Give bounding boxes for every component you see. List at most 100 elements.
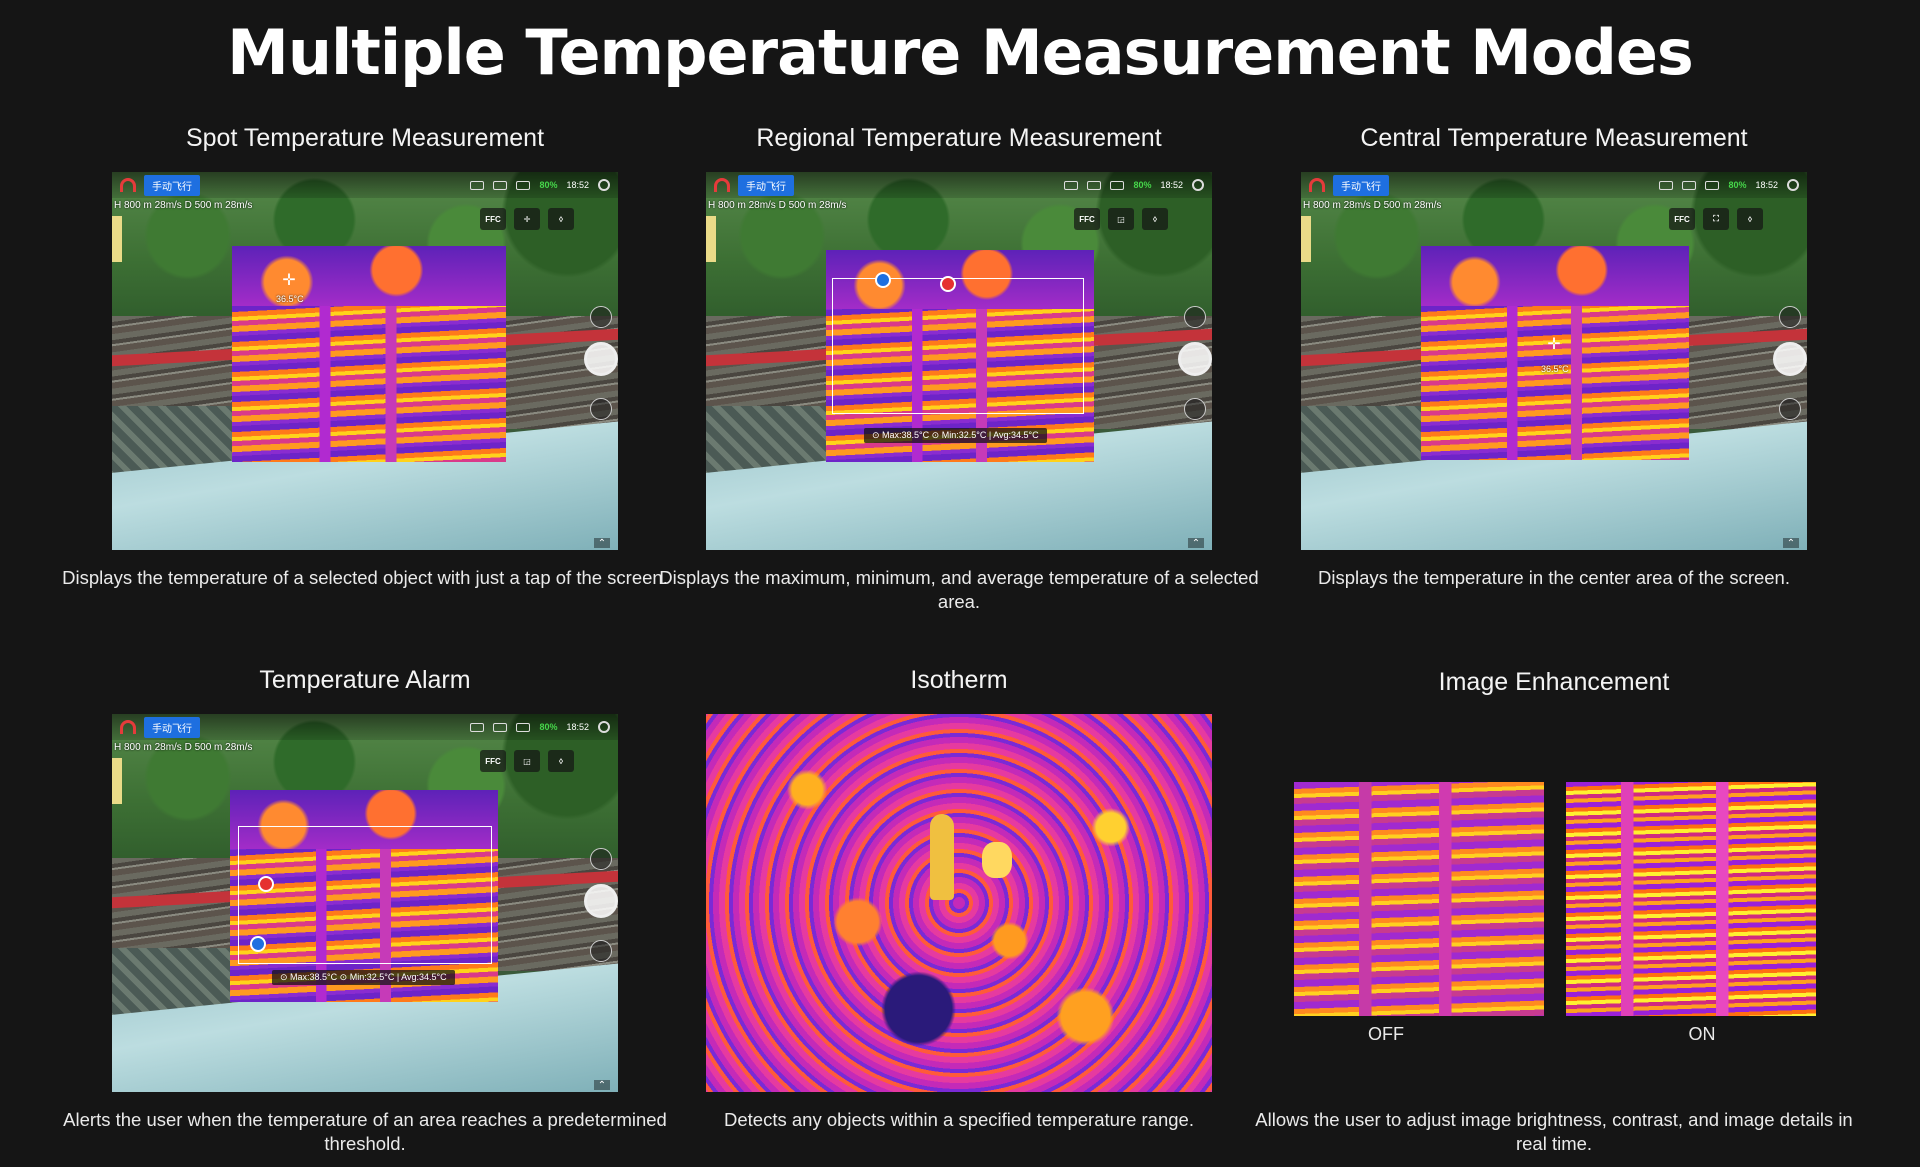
camera-switch-button[interactable] xyxy=(590,398,612,420)
signal-icon xyxy=(516,722,531,732)
shutter-icon[interactable] xyxy=(1773,342,1807,376)
chevron-up-icon[interactable]: ⌃ xyxy=(594,1080,610,1091)
crosshair-icon[interactable]: ✛ xyxy=(282,272,296,289)
logo-icon xyxy=(120,178,136,192)
card-description: Displays the temperature of a selected o… xyxy=(62,567,668,588)
hud-top-bar: 手动飞行 80% 18:52 xyxy=(112,714,618,740)
alarm-icon xyxy=(258,876,274,892)
hud-tools: FFC ◲ ◊ xyxy=(480,750,574,772)
alarm-region-rectangle[interactable] xyxy=(238,826,492,964)
card-description: Allows the user to adjust image brightne… xyxy=(1255,1109,1853,1154)
thermal-overlay xyxy=(230,790,498,1002)
shutter-icon[interactable] xyxy=(1178,342,1212,376)
min-temp-marker xyxy=(875,272,891,288)
side-tab[interactable] xyxy=(112,216,122,262)
clock: 18:52 xyxy=(566,180,589,190)
palette-button[interactable]: ◊ xyxy=(548,208,574,230)
hud-top-bar: 手动飞行 80% 18:52 xyxy=(112,172,618,198)
signal-icon xyxy=(1682,180,1697,190)
clock: 18:52 xyxy=(1755,180,1778,190)
gear-icon[interactable] xyxy=(598,721,610,733)
card-description: Displays the temperature in the center a… xyxy=(1317,567,1790,588)
card-description: Alerts the user when the temperature of … xyxy=(63,1109,667,1154)
enhancement-on-image xyxy=(1566,782,1816,1016)
ffc-button[interactable]: FFC xyxy=(480,208,506,230)
ffc-button[interactable]: FFC xyxy=(1669,208,1695,230)
chevron-up-icon[interactable]: ⌃ xyxy=(1783,538,1799,549)
hud-top-bar: 手动飞行 80% 18:52 xyxy=(1301,172,1807,198)
card-title: Image Enhancement xyxy=(1438,668,1670,696)
signal-icon xyxy=(493,180,508,190)
gear-icon[interactable] xyxy=(1787,179,1799,191)
gallery-button[interactable] xyxy=(590,306,612,328)
shutter-icon[interactable] xyxy=(584,342,618,376)
thermal-overlay xyxy=(232,246,506,462)
clock: 18:52 xyxy=(566,722,589,732)
ffc-button[interactable]: FFC xyxy=(480,750,506,772)
screenshot-frame: ⊙ Max:38.5°C ⊙ Min:32.5°C | Avg:34.5°C 手… xyxy=(112,714,618,1092)
side-tab[interactable] xyxy=(706,216,716,262)
on-label: ON xyxy=(1688,1024,1716,1044)
temperature-stats: ⊙ Max:38.5°C ⊙ Min:32.5°C | Avg:34.5°C xyxy=(272,970,455,985)
telemetry-readout: H 800 m 28m/s D 500 m 28m/s xyxy=(708,200,847,211)
hud-top-bar: 手动飞行 80% 18:52 xyxy=(706,172,1212,198)
shutter-icon[interactable] xyxy=(584,884,618,918)
logo-icon xyxy=(714,178,730,192)
camera-icon xyxy=(1659,180,1674,190)
chevron-up-icon[interactable]: ⌃ xyxy=(594,538,610,549)
gallery-button[interactable] xyxy=(590,848,612,870)
card-description: Displays the maximum, minimum, and avera… xyxy=(659,567,1259,612)
signal-icon xyxy=(1110,180,1125,190)
person-heat-signature xyxy=(930,814,954,900)
off-label: OFF xyxy=(1368,1024,1404,1044)
spot-temp-label: 36.5°C xyxy=(276,294,304,304)
region-icon[interactable]: ◲ xyxy=(1108,208,1134,230)
camera-switch-button[interactable] xyxy=(590,940,612,962)
palette-button[interactable]: ◊ xyxy=(1142,208,1168,230)
camera-switch-button[interactable] xyxy=(1184,398,1206,420)
region-icon[interactable]: ◲ xyxy=(514,750,540,772)
battery-percent: 80% xyxy=(539,180,558,190)
flight-mode-button[interactable]: 手动飞行 xyxy=(1333,174,1389,196)
camera-icon xyxy=(470,180,485,190)
gear-icon[interactable] xyxy=(1192,179,1204,191)
card-title: Central Temperature Measurement xyxy=(1360,124,1748,152)
ffc-button[interactable]: FFC xyxy=(1074,208,1100,230)
flight-mode-button[interactable]: 手动飞行 xyxy=(738,174,794,196)
dog-heat-signature xyxy=(982,842,1012,878)
max-temp-marker xyxy=(940,276,956,292)
spot-mode-button[interactable]: ✛ xyxy=(514,208,540,230)
thermal-overlay xyxy=(1421,246,1689,460)
camera-switch-button[interactable] xyxy=(1779,398,1801,420)
card-description: Detects any objects within a specified t… xyxy=(724,1109,1194,1130)
hud-status-icons: 80% 18:52 xyxy=(470,179,610,191)
thermal-overlay xyxy=(826,250,1094,462)
crosshair-icon: ✛ xyxy=(1547,336,1561,353)
gallery-button[interactable] xyxy=(1779,306,1801,328)
telemetry-readout: H 800 m 28m/s D 500 m 28m/s xyxy=(114,200,253,211)
clock: 18:52 xyxy=(1160,180,1183,190)
hud-tools: FFC ◲ ◊ xyxy=(1074,208,1168,230)
hud-tools: FFC ✛ ◊ xyxy=(480,208,574,230)
gear-icon[interactable] xyxy=(598,179,610,191)
screenshot-frame: ✛ 36.5°C 手动飞行 80% 18:52 H 800 m 28m/s D … xyxy=(1301,172,1807,550)
telemetry-readout: H 800 m 28m/s D 500 m 28m/s xyxy=(1303,200,1442,211)
signal-icon xyxy=(1087,180,1102,190)
card-title: Temperature Alarm xyxy=(259,666,471,694)
selection-rectangle[interactable] xyxy=(832,278,1084,414)
gallery-button[interactable] xyxy=(1184,306,1206,328)
center-mode-button[interactable]: ⛶ xyxy=(1703,208,1729,230)
palette-button[interactable]: ◊ xyxy=(1737,208,1763,230)
center-temp-label: 36.5°C xyxy=(1541,364,1569,374)
battery-percent: 80% xyxy=(1728,180,1747,190)
page-title: Multiple Temperature Measurement Modes xyxy=(227,16,1694,89)
flight-mode-button[interactable]: 手动飞行 xyxy=(144,174,200,196)
side-tab[interactable] xyxy=(1301,216,1311,262)
chevron-up-icon[interactable]: ⌃ xyxy=(1188,538,1204,549)
flight-mode-button[interactable]: 手动飞行 xyxy=(144,716,200,738)
side-tab[interactable] xyxy=(112,758,122,804)
card-title: Spot Temperature Measurement xyxy=(185,124,545,152)
isotherm-image xyxy=(706,714,1212,1092)
telemetry-readout: H 800 m 28m/s D 500 m 28m/s xyxy=(114,742,253,753)
palette-button[interactable]: ◊ xyxy=(548,750,574,772)
